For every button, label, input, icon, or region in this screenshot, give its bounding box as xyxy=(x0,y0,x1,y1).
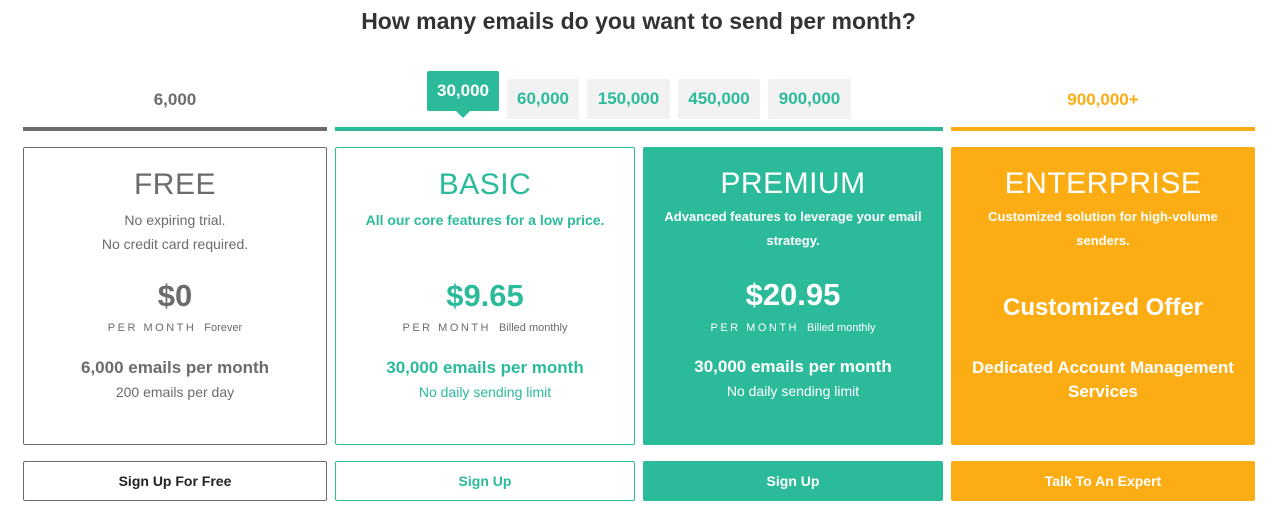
paid-tier-bar xyxy=(335,127,943,131)
enterprise-offer: Customized Offer xyxy=(1002,294,1203,321)
plan-name: FREE xyxy=(133,168,216,201)
talk-to-expert-button[interactable]: Talk To An Expert xyxy=(951,461,1255,501)
plan-card-free: FREE No expiring trial. No credit card re… xyxy=(23,147,327,445)
enterprise-tier-bar xyxy=(951,127,1255,131)
plan-limit: 200 emails per day xyxy=(115,384,235,400)
enterprise-services: Dedicated Account Management Services xyxy=(972,358,1234,401)
plan-card-enterprise: ENTERPRISE Customized solution for high-… xyxy=(951,147,1255,445)
free-tier-bar xyxy=(23,127,327,131)
volume-option-30000[interactable]: 30,000 xyxy=(427,71,499,118)
billing-label: Billed monthly xyxy=(807,322,876,334)
sign-up-premium-button[interactable]: Sign Up xyxy=(643,461,943,501)
plan-card-basic: BASIC All our core features for a low pr… xyxy=(335,147,635,445)
billing-label: Billed monthly xyxy=(499,322,568,334)
billing-label: Forever xyxy=(204,322,243,334)
plan-desc: Customized solution for high-volume send… xyxy=(988,209,1218,248)
volume-option-150000[interactable]: 150,000 xyxy=(587,79,670,119)
volume-option-60000[interactable]: 60,000 xyxy=(507,79,579,119)
plan-price: $0 xyxy=(157,278,193,313)
plan-name: ENTERPRISE xyxy=(1004,167,1202,200)
plan-desc: Advanced features to leverage your email… xyxy=(664,209,922,248)
plan-price: $20.95 xyxy=(745,277,841,312)
plan-limit: No daily sending limit xyxy=(726,383,860,399)
volume-option-450000[interactable]: 450,000 xyxy=(678,79,760,119)
plan-limit: No daily sending limit xyxy=(418,384,552,400)
tier-free-volume[interactable]: 6,000 xyxy=(153,90,197,109)
plan-desc: No expiring trial. xyxy=(124,212,226,228)
volume-option-900000[interactable]: 900,000 xyxy=(768,79,851,119)
plan-name: PREMIUM xyxy=(720,167,866,200)
plan-emails: 6,000 emails per month xyxy=(80,358,270,377)
plan-desc: No credit card required. xyxy=(101,236,249,252)
sign-up-basic-button[interactable]: Sign Up xyxy=(335,461,635,501)
sign-up-free-button[interactable]: Sign Up For Free xyxy=(23,461,327,501)
per-month-label: PER MONTH xyxy=(710,322,799,334)
plan-desc: All our core features for a low price. xyxy=(365,212,605,228)
plan-emails: 30,000 emails per month xyxy=(694,357,892,376)
per-month-label: PER MONTH xyxy=(107,322,197,334)
page-title: How many emails do you want to send per … xyxy=(361,8,916,34)
plan-price: $9.65 xyxy=(446,278,524,313)
tier-enterprise-volume[interactable]: 900,000+ xyxy=(1067,90,1139,109)
plan-name: BASIC xyxy=(438,168,532,201)
plan-card-premium: PREMIUM Advanced features to leverage yo… xyxy=(643,147,943,445)
per-month-label: PER MONTH xyxy=(402,322,491,334)
plan-emails: 30,000 emails per month xyxy=(386,358,584,377)
